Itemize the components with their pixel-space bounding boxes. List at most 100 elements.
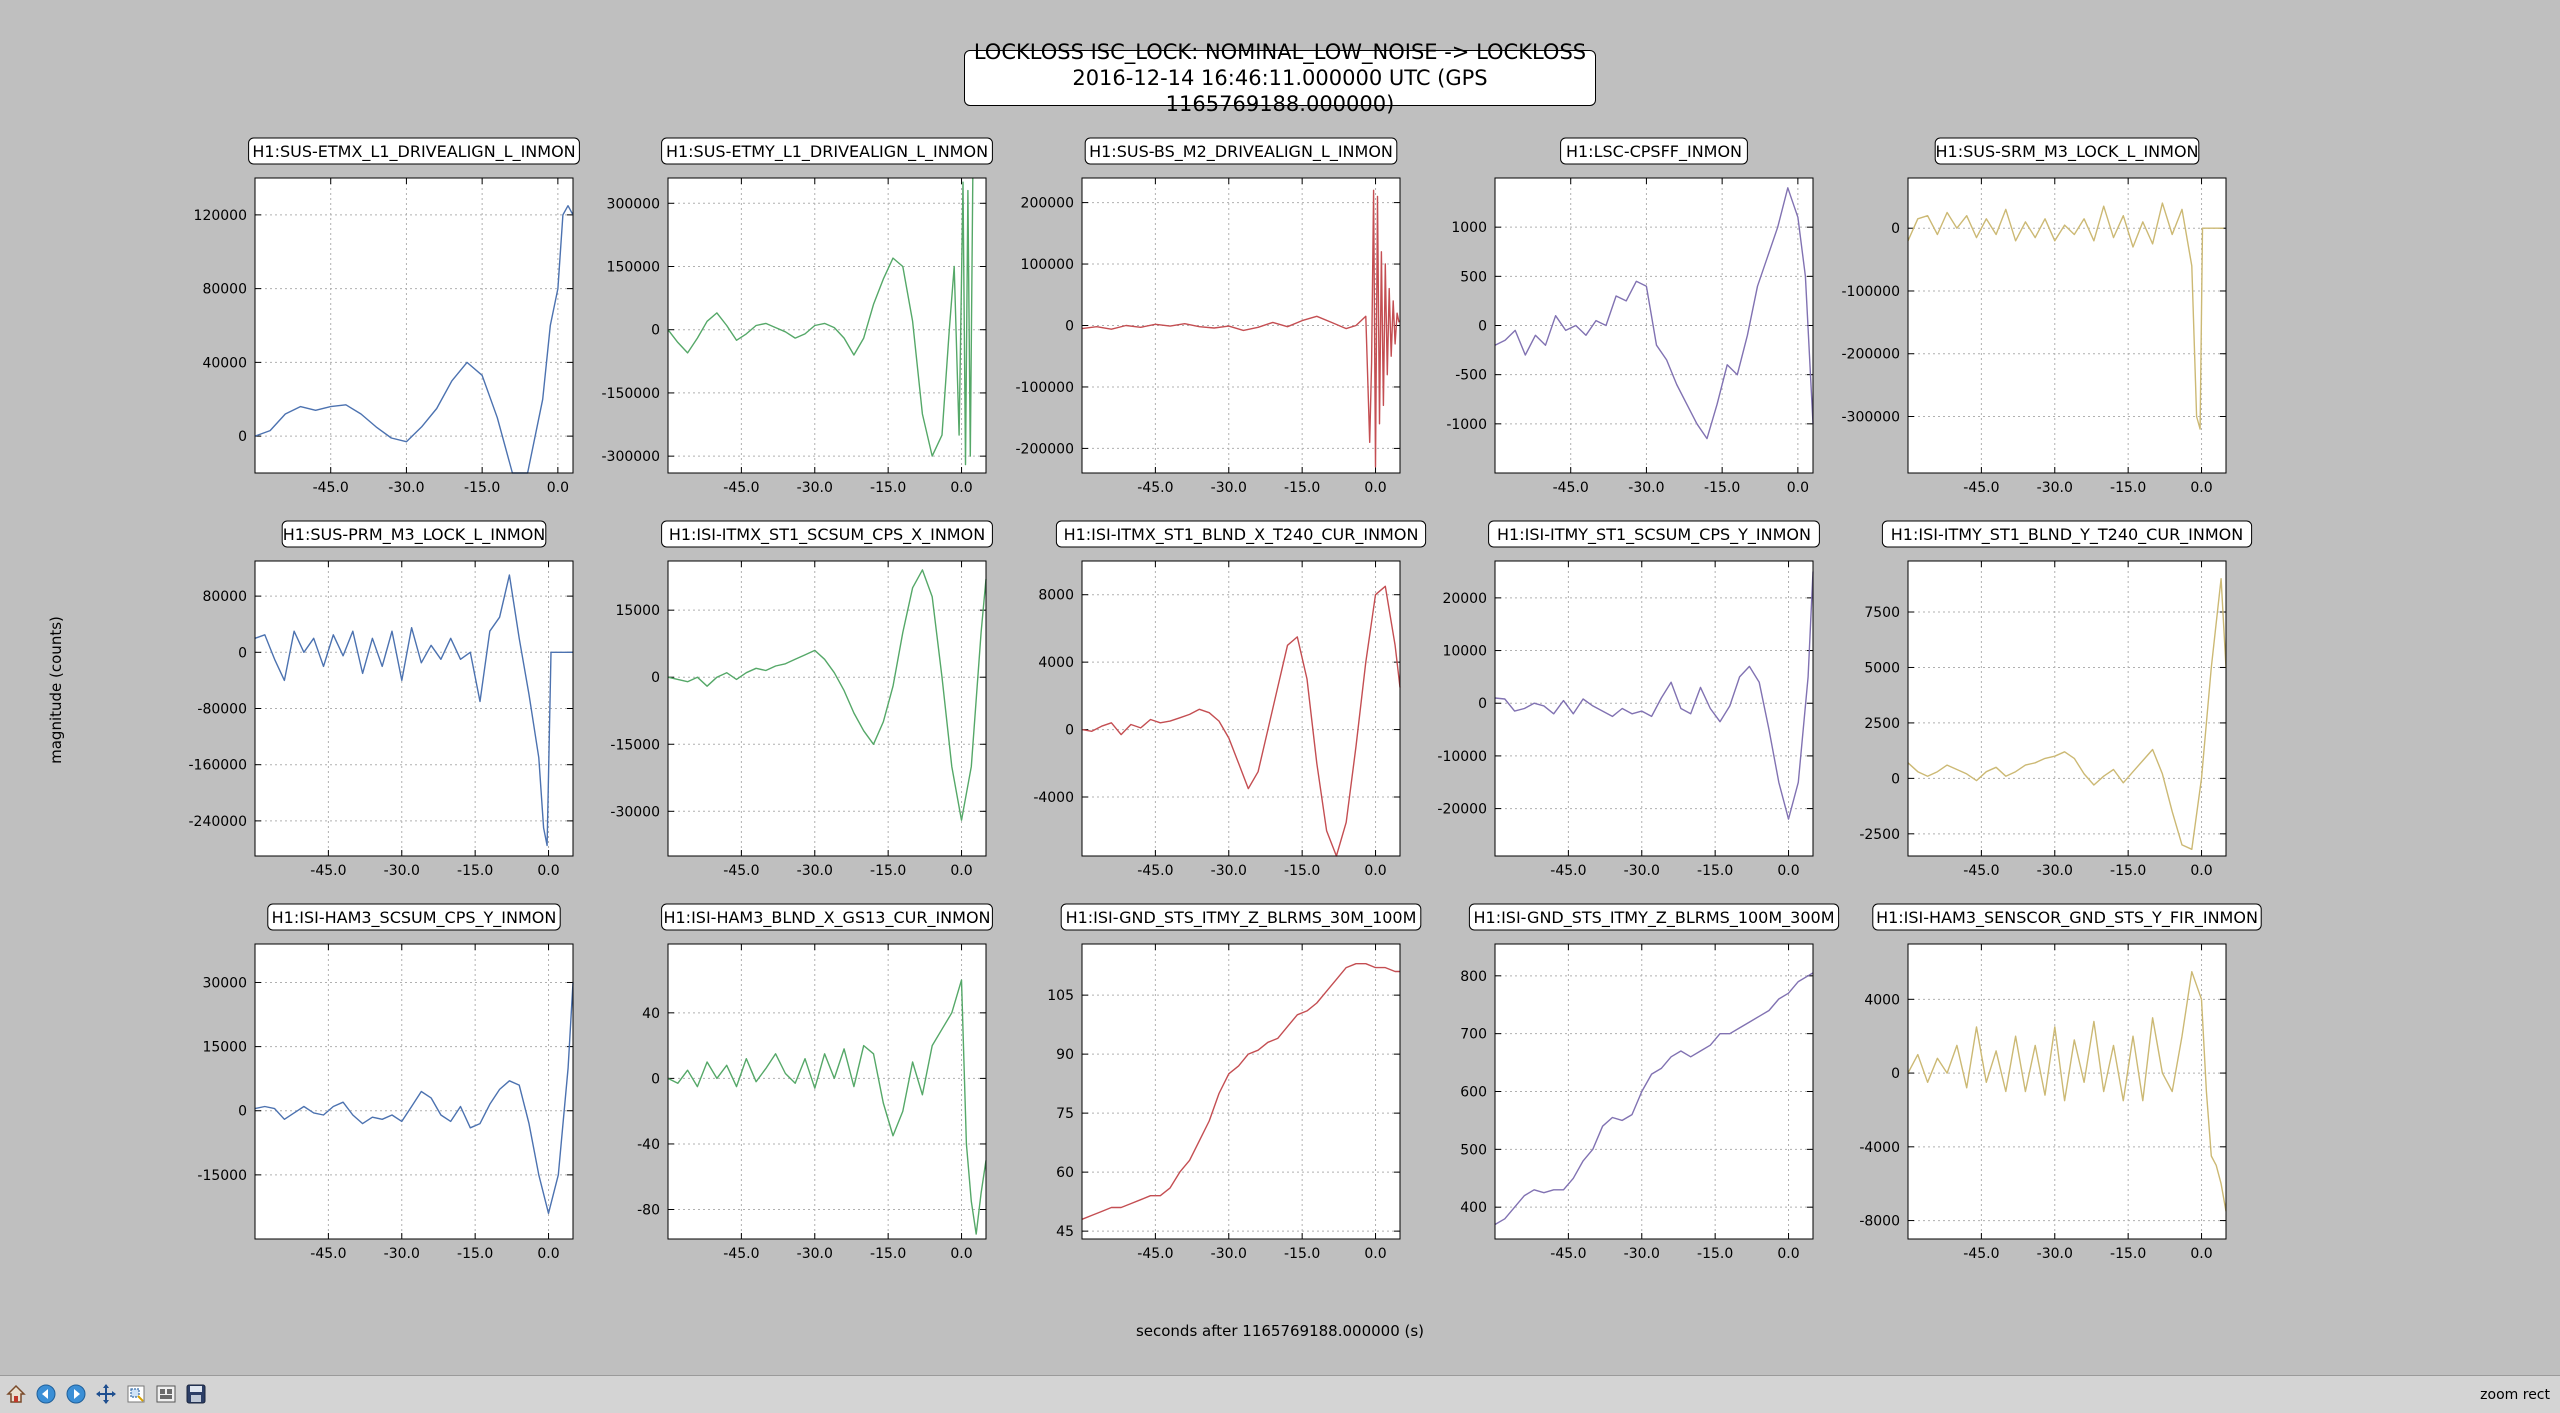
x-tick-label: -30.0 (797, 480, 833, 496)
subplot-7[interactable]: -45.0 -30.0 -15.0 0.0 -30000 -15000 0 15000 H1:I… (610, 520, 993, 879)
toolbar-status: zoom rect (2480, 1387, 2550, 1403)
y-tick-label: -100000 (1842, 284, 1901, 300)
x-tick-label: 0.0 (2190, 480, 2212, 496)
subplot-title-box (661, 137, 993, 165)
back-button[interactable] (34, 1382, 58, 1406)
y-tick-label: 45 (1056, 1224, 1074, 1240)
plot-frame (1907, 177, 2227, 474)
plot-frame (1494, 943, 1814, 1240)
subplot-title: H1:ISI-ITMX_ST1_BLND_X_T240_CUR_INMON (1064, 525, 1419, 545)
y-tick-label: 300000 (607, 196, 660, 212)
x-tick-label: -15.0 (1697, 1246, 1733, 1262)
subplot-6[interactable]: -45.0 -30.0 -15.0 0.0 -240000 -160000 -80000 0 8… (189, 520, 574, 879)
subplot-15[interactable]: -45.0 -30.0 -15.0 0.0 -8000 -4000 0 4000 H1:ISI-… (1859, 903, 2262, 1262)
pan-button[interactable] (94, 1382, 118, 1406)
series-line (254, 982, 574, 1215)
x-tick-label: -30.0 (2037, 863, 2073, 879)
x-tick-label: -15.0 (870, 480, 906, 496)
y-tick-label: 0 (238, 645, 247, 661)
y-tick-label: 400 (1460, 1200, 1487, 1216)
subplot-title: H1:SUS-ETMX_L1_DRIVEALIGN_L_INMON (252, 142, 575, 162)
plot-frame (1494, 177, 1814, 474)
y-tick-label: 7500 (1864, 605, 1900, 621)
subplot-2[interactable]: -45.0 -30.0 -15.0 0.0 -300000 -150000 0 150000 3… (602, 137, 993, 496)
subplot-5[interactable]: -45.0 -30.0 -15.0 0.0 -300000 -200000 -100000 0… (1842, 137, 2227, 496)
configure-subplots-button[interactable] (154, 1382, 178, 1406)
x-tick-label: -45.0 (1137, 480, 1173, 496)
x-tick-label: 0.0 (537, 863, 559, 879)
x-tick-label: -15.0 (1704, 480, 1740, 496)
save-button[interactable] (184, 1382, 208, 1406)
subplot-13[interactable]: -45.0 -30.0 -15.0 0.0 45 60 75 90 105 H1:ISI-GND_… (1047, 903, 1422, 1262)
subplot-title-box (661, 520, 993, 548)
y-tick-label: 2500 (1864, 716, 1900, 732)
plot-area (1908, 561, 2226, 856)
y-tick-label: 1000 (1451, 220, 1487, 236)
y-tick-label: 15000 (202, 1040, 247, 1056)
subplot-9[interactable]: -45.0 -30.0 -15.0 0.0 -20000 -10000 0 10000 2000… (1437, 520, 1820, 879)
y-tick-label: -15000 (197, 1168, 247, 1184)
subplot-1[interactable]: -45.0 -30.0 -15.0 0.0 0 40000 80000 120000 H1:SU… (194, 137, 580, 496)
series-line (1907, 202, 2224, 430)
x-tick-label: -30.0 (2037, 480, 2073, 496)
subplot-title: H1:SUS-BS_M2_DRIVEALIGN_L_INMON (1089, 142, 1393, 162)
y-tick-label: -200000 (1016, 441, 1075, 457)
subplot-12[interactable]: -45.0 -30.0 -15.0 0.0 -80 -40 0 40 H1:ISI-HAM3_B… (637, 903, 993, 1262)
subplot-4[interactable]: -45.0 -30.0 -15.0 0.0 -1000 -500 0 500 1000 H1:LS… (1446, 137, 1814, 496)
y-tick-label: -80000 (197, 702, 247, 718)
series-line (1907, 971, 2227, 1212)
x-tick-label: -45.0 (723, 480, 759, 496)
y-tick-label: 80000 (202, 282, 247, 298)
y-tick-label: 600 (1460, 1085, 1487, 1101)
subplot-14[interactable]: -45.0 -30.0 -15.0 0.0 400 500 600 700 800 H1:ISI-… (1460, 903, 1840, 1262)
x-tick-label: 0.0 (1777, 863, 1799, 879)
x-tick-label: -15.0 (457, 863, 493, 879)
y-tick-label: 0 (651, 670, 660, 686)
x-tick-label: -45.0 (310, 863, 346, 879)
x-tick-label: 0.0 (537, 1246, 559, 1262)
x-tick-label: -45.0 (1550, 1246, 1586, 1262)
subplot-3[interactable]: -45.0 -30.0 -15.0 0.0 -200000 -100000 0 100000 2… (1016, 137, 1401, 496)
subplot-8[interactable]: -45.0 -30.0 -15.0 0.0 -4000 0 4000 8000 H1:ISI-I… (1033, 520, 1427, 879)
subplot-10[interactable]: -45.0 -30.0 -15.0 0.0 -2500 0 2500 5000 7500 H1:I… (1859, 520, 2253, 879)
zoom-button[interactable] (124, 1382, 148, 1406)
home-button[interactable] (4, 1382, 28, 1406)
pan-icon (96, 1384, 116, 1404)
x-tick-label: 0.0 (950, 480, 972, 496)
x-tick-label: -30.0 (797, 863, 833, 879)
forward-icon (66, 1384, 86, 1404)
subplots-grid[interactable]: -45.0 -30.0 -15.0 0.004000080000120000H1:SU… (0, 0, 2560, 1375)
y-tick-label: 500 (1460, 1142, 1487, 1158)
subplot-title-box (1060, 903, 1422, 931)
x-tick-label: -30.0 (384, 1246, 420, 1262)
y-tick-label: 8000 (1038, 588, 1074, 604)
subplot-title-box (1055, 520, 1427, 548)
plot-frame (667, 943, 987, 1240)
x-tick-label: -30.0 (1211, 863, 1247, 879)
x-tick-label: -15.0 (870, 1246, 906, 1262)
y-tick-label: 30000 (202, 975, 247, 991)
subplot-title: H1:SUS-ETMY_L1_DRIVEALIGN_L_INMON (666, 142, 988, 162)
subplot-11[interactable]: -45.0 -30.0 -15.0 0.0 -15000 0 15000 30000 H1:IS… (197, 903, 574, 1262)
subplot-title-box (1560, 137, 1748, 165)
x-tick-label: 0.0 (1364, 480, 1386, 496)
y-tick-label: 0 (1065, 319, 1074, 335)
x-tick-label: 0.0 (950, 1246, 972, 1262)
y-tick-label: -30000 (610, 804, 660, 820)
figure-title-line2: 2016-12-14 16:46:11.000000 UTC (GPS 1165… (1072, 66, 1488, 116)
navigation-toolbar: zoom rect (0, 1375, 2560, 1413)
x-tick-label: -15.0 (2110, 863, 2146, 879)
back-icon (36, 1384, 56, 1404)
x-tick-label: -30.0 (1211, 480, 1247, 496)
x-tick-label: -45.0 (1553, 480, 1589, 496)
x-tick-label: 0.0 (1777, 1246, 1799, 1262)
forward-button[interactable] (64, 1382, 88, 1406)
y-tick-label: 4000 (1864, 992, 1900, 1008)
subplot-title: H1:ISI-ITMY_ST1_BLND_Y_T240_CUR_INMON (1891, 525, 2243, 545)
y-tick-label: -150000 (602, 386, 661, 402)
x-tick-label: 0.0 (950, 863, 972, 879)
y-tick-label: 0 (1478, 696, 1487, 712)
x-tick-label: -45.0 (1963, 1246, 1999, 1262)
y-tick-label: 80000 (202, 589, 247, 605)
y-tick-label: 0 (651, 323, 660, 339)
